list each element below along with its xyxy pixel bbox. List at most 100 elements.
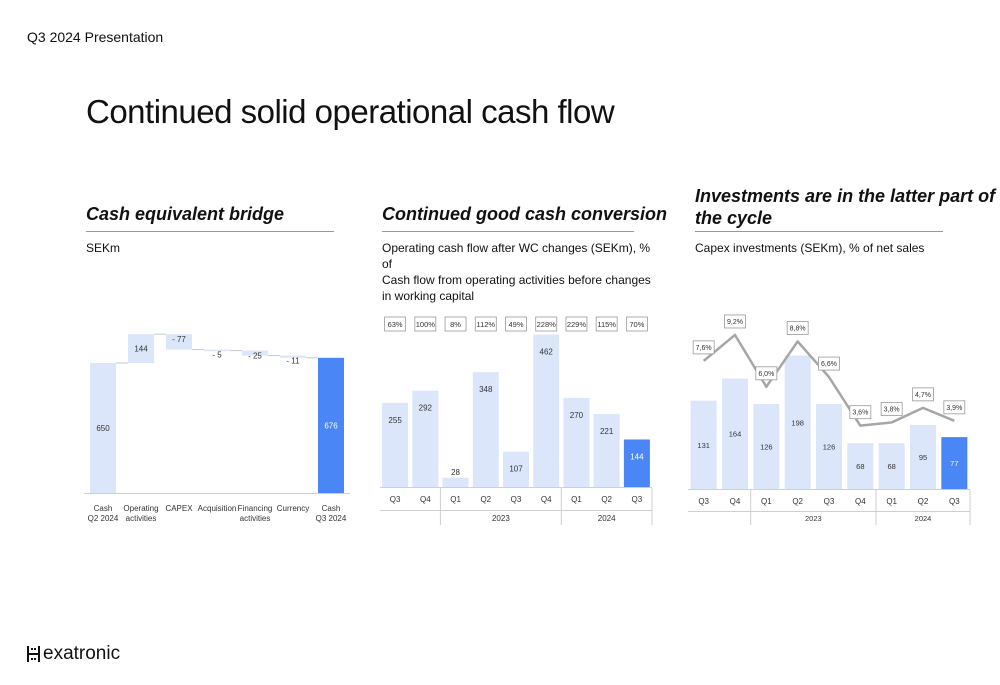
data-label: 28 [451,468,460,477]
capex-pct-label: 7,6% [696,345,712,352]
conversion-pct-box [595,316,618,332]
bar [563,397,590,487]
section-title-conversion: Continued good cash conversion [382,204,668,224]
quarter-label: Q4 [420,495,431,504]
subtitle-line: Operating cash flow after WC changes (SE… [382,241,651,271]
title-line: the cycle [695,208,773,228]
capex-pct-box [912,387,934,402]
capex-pct-label: 9,2% [727,319,743,326]
conversion-pct-label: 112% [476,320,495,329]
section-divider [695,231,943,232]
data-label: 221 [600,427,614,436]
capex-pct-box [943,400,966,415]
data-label: 292 [419,404,433,413]
section-subtitle-conversion: Operating cash flow after WC changes (SE… [382,240,652,304]
capex-pct-box [692,340,715,355]
quarter-label: Q1 [886,497,897,506]
quarter-label: Q4 [855,497,866,506]
conversion-pct-box [565,316,588,332]
data-label: 144 [134,345,148,354]
conversion-pct-box [384,316,407,332]
quarter-label: Q2 [601,495,612,504]
category-label: Q3 2024 [316,514,347,523]
quarter-label: Q3 [949,497,960,506]
category-label: Q2 2024 [88,514,119,523]
conversion-pct-label: 8% [450,320,461,329]
deck-label: Q3 2024 Presentation [27,29,164,45]
bar [690,400,717,489]
category-label: Cash [322,504,341,513]
quarter-label: Q3 [824,497,835,506]
bar [753,404,780,489]
category-label: Acquisition [198,504,237,513]
section-subtitle-bridge: SEKm [86,241,121,255]
section-divider [86,231,334,232]
quarter-label: Q2 [918,497,929,506]
capex-pct-box [755,366,778,381]
bar [242,350,268,356]
bar [623,439,650,487]
capex-pct-label: 4,7% [915,392,931,399]
category-label: Financing [238,504,273,513]
bar [941,437,968,489]
bar [412,390,439,487]
quarter-label: Q4 [730,497,741,506]
quarter-label: Q3 [511,495,522,504]
capex-pct-line [702,333,955,427]
subtitle-line: Cash flow from operating activities befo… [382,273,651,287]
data-label: 255 [388,416,402,425]
bar [442,477,469,487]
bar [166,334,192,350]
data-label: - 5 [212,351,222,360]
conversion-pct-box [474,316,497,332]
data-label: 198 [791,418,804,427]
category-label: activities [240,514,271,523]
section-divider [382,231,634,232]
capex-pct-label: 8,8% [790,325,806,332]
category-label: Operating [123,504,158,513]
conversion-pct-label: 63% [388,320,403,329]
data-label: 126 [760,443,773,452]
data-label: 107 [509,465,523,474]
data-label: 144 [630,452,644,461]
year-label: 2023 [492,514,510,523]
bar [593,414,620,487]
data-label: 68 [856,462,864,471]
data-label: 131 [697,441,710,450]
bar [722,378,748,489]
quarter-label: Q2 [792,497,803,506]
bar [90,363,116,493]
bar [878,443,905,489]
data-label: 270 [570,411,584,420]
logo-text: exatronic [43,643,121,664]
conversion-pct-label: 49% [508,320,523,329]
quarter-label: Q1 [761,497,772,506]
conversion-pct-label: 115% [597,320,616,329]
capex-pct-box [724,314,746,329]
bar [784,355,811,489]
data-label: 95 [919,453,927,462]
quarter-label: Q3 [632,495,643,504]
data-label: 77 [950,459,958,468]
conversion-pct-box [505,316,527,332]
conversion-pct-box [535,316,558,332]
data-label: - 25 [248,352,262,361]
conversion-pct-label: 70% [629,320,644,329]
data-label: 68 [887,462,895,471]
data-label: 348 [479,385,493,394]
section-subtitle-investments: Capex investments (SEKm), % of net sales [695,241,925,255]
year-label: 2024 [598,514,616,523]
data-label: 126 [823,443,836,452]
subtitle-line: in working capital [382,289,475,303]
conversion-pct-box [444,316,467,332]
section-title-investments: Investments are in the latter part of th… [695,185,995,229]
conversion-pct-label: 229% [567,320,587,329]
category-label: activities [126,514,157,523]
bar [910,424,936,489]
quarter-label: Q1 [571,495,582,504]
category-label: CAPEX [165,504,193,513]
title-line: Investments are in the latter part of [695,186,996,206]
bar [128,334,154,363]
page-title: Continued solid operational cash flow [86,93,615,130]
capex-pct-label: 6,6% [821,361,837,368]
